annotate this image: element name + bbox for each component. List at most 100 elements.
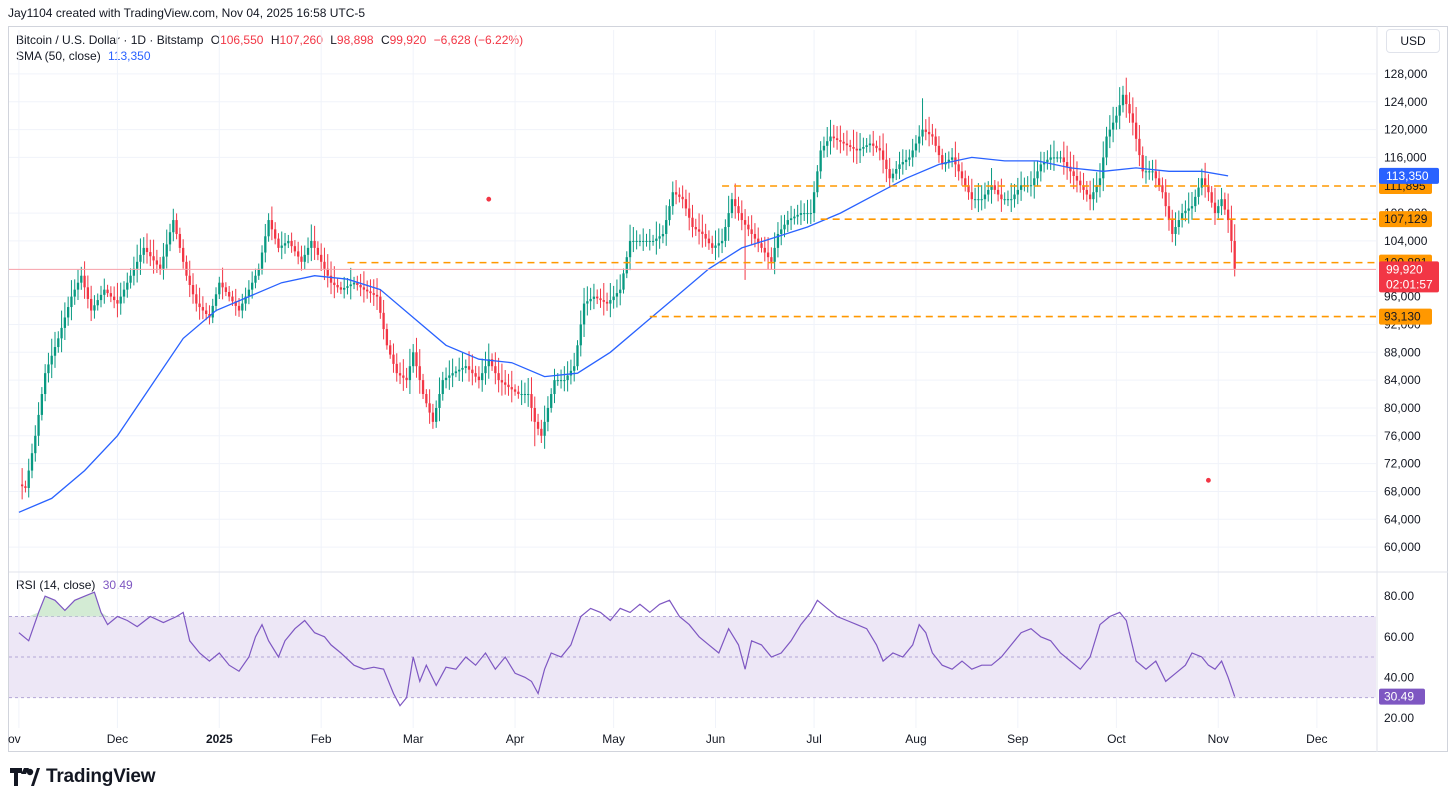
candle-body [701, 231, 704, 234]
candle-body [1213, 202, 1217, 214]
candle-body [1059, 157, 1062, 159]
sma-label[interactable]: SMA (50, close) [16, 49, 101, 63]
candle-body [83, 275, 86, 288]
candle-body [901, 162, 904, 165]
candle-body [566, 375, 569, 381]
candle-body [188, 275, 191, 286]
candle-body [684, 199, 688, 209]
candle-body [783, 224, 786, 230]
candle-body [165, 244, 168, 257]
price-axis-label: 80,000 [1384, 401, 1421, 415]
time-axis-label: Oct [1107, 732, 1126, 746]
rsi-axis-label: 20.00 [1384, 711, 1414, 725]
candle-body [615, 293, 619, 297]
candle-body [1210, 192, 1213, 203]
rsi-overbought-fill [18, 592, 108, 617]
candle-body [60, 327, 63, 339]
candle-body [201, 307, 205, 311]
candle-body [481, 373, 484, 381]
candle-body [145, 247, 149, 253]
candle-body [369, 291, 372, 294]
candle-body [941, 155, 944, 165]
candle-body [809, 213, 812, 215]
candle-body [484, 366, 487, 374]
candle-body [619, 289, 622, 294]
candle-body [855, 148, 858, 151]
candle-body [405, 377, 408, 381]
candle-body [474, 373, 477, 377]
low-value: 98,898 [336, 33, 374, 47]
candle-body [1062, 157, 1065, 163]
candle-body [671, 192, 674, 207]
rsi-line [18, 591, 1236, 707]
candle-body [30, 453, 34, 471]
candle-body [737, 206, 740, 214]
candle-body [845, 143, 849, 146]
candle-body [530, 394, 533, 408]
candle-body [898, 164, 901, 170]
low-label: L [330, 33, 337, 47]
ohlc-legend[interactable]: Bitcoin / U.S. Dollar · 1D · Bitstamp O1… [16, 33, 523, 47]
candle-body [178, 233, 182, 248]
candle-body [300, 256, 303, 262]
candle-body [326, 268, 329, 276]
last-price-badge [1379, 261, 1439, 293]
candle-body [645, 240, 648, 242]
candle-body [366, 289, 369, 292]
tradingview-logo[interactable]: TradingView [10, 766, 156, 788]
candle-body [375, 294, 379, 297]
candle-body [80, 275, 83, 283]
candle-body [983, 194, 987, 200]
candle-body [228, 291, 231, 297]
candle-body [1036, 171, 1039, 179]
candle-body [415, 352, 418, 367]
candle-body [152, 256, 155, 261]
signal-marker [1206, 477, 1211, 483]
candle-body [1019, 185, 1023, 190]
candle-body [448, 375, 451, 378]
candle-body [421, 380, 425, 395]
candle-body [704, 233, 707, 239]
candle-body [582, 303, 586, 325]
candle-body [24, 486, 27, 488]
candle-body [714, 245, 717, 248]
candle-body [1200, 178, 1203, 188]
candle-body [132, 268, 136, 276]
candle-body [267, 220, 270, 237]
candle-body [237, 305, 241, 311]
candle-body [90, 298, 93, 311]
candle-body [970, 192, 973, 200]
rsi-label[interactable]: RSI (14, close) [16, 578, 96, 592]
candle-body [382, 312, 385, 330]
candle-body [937, 145, 941, 156]
candle-body [303, 254, 306, 262]
candle-body [1075, 175, 1079, 181]
candle-body [543, 421, 546, 436]
candle-body [1134, 122, 1138, 139]
candle-body [27, 470, 30, 488]
candle-body [806, 213, 809, 215]
candle-body [1013, 194, 1016, 200]
sma-legend[interactable]: SMA (50, close) 113,350 [16, 49, 151, 63]
candle-body [727, 213, 730, 228]
symbol-label[interactable]: Bitcoin / U.S. Dollar · 1D · Bitstamp [16, 33, 204, 47]
candle-body [921, 129, 924, 137]
candle-body [349, 284, 352, 287]
currency-button[interactable]: USD [1386, 29, 1440, 53]
candle-body [76, 282, 80, 290]
high-label: H [270, 33, 280, 47]
candle-body [234, 301, 237, 306]
candle-body [257, 268, 260, 276]
candle-body [1164, 192, 1167, 207]
candle-body [924, 129, 927, 132]
chart-caption: Jay1104 created with TradingView.com, No… [8, 6, 366, 20]
price-axis-label: 120,000 [1384, 123, 1428, 137]
candle-body [490, 359, 494, 367]
level-badge-label: 93,130 [1384, 310, 1421, 324]
candle-body [829, 136, 832, 142]
candle-body [142, 247, 145, 255]
open-label: O [210, 33, 221, 47]
candle-body [412, 352, 415, 367]
price-axis-label: 68,000 [1384, 484, 1421, 498]
